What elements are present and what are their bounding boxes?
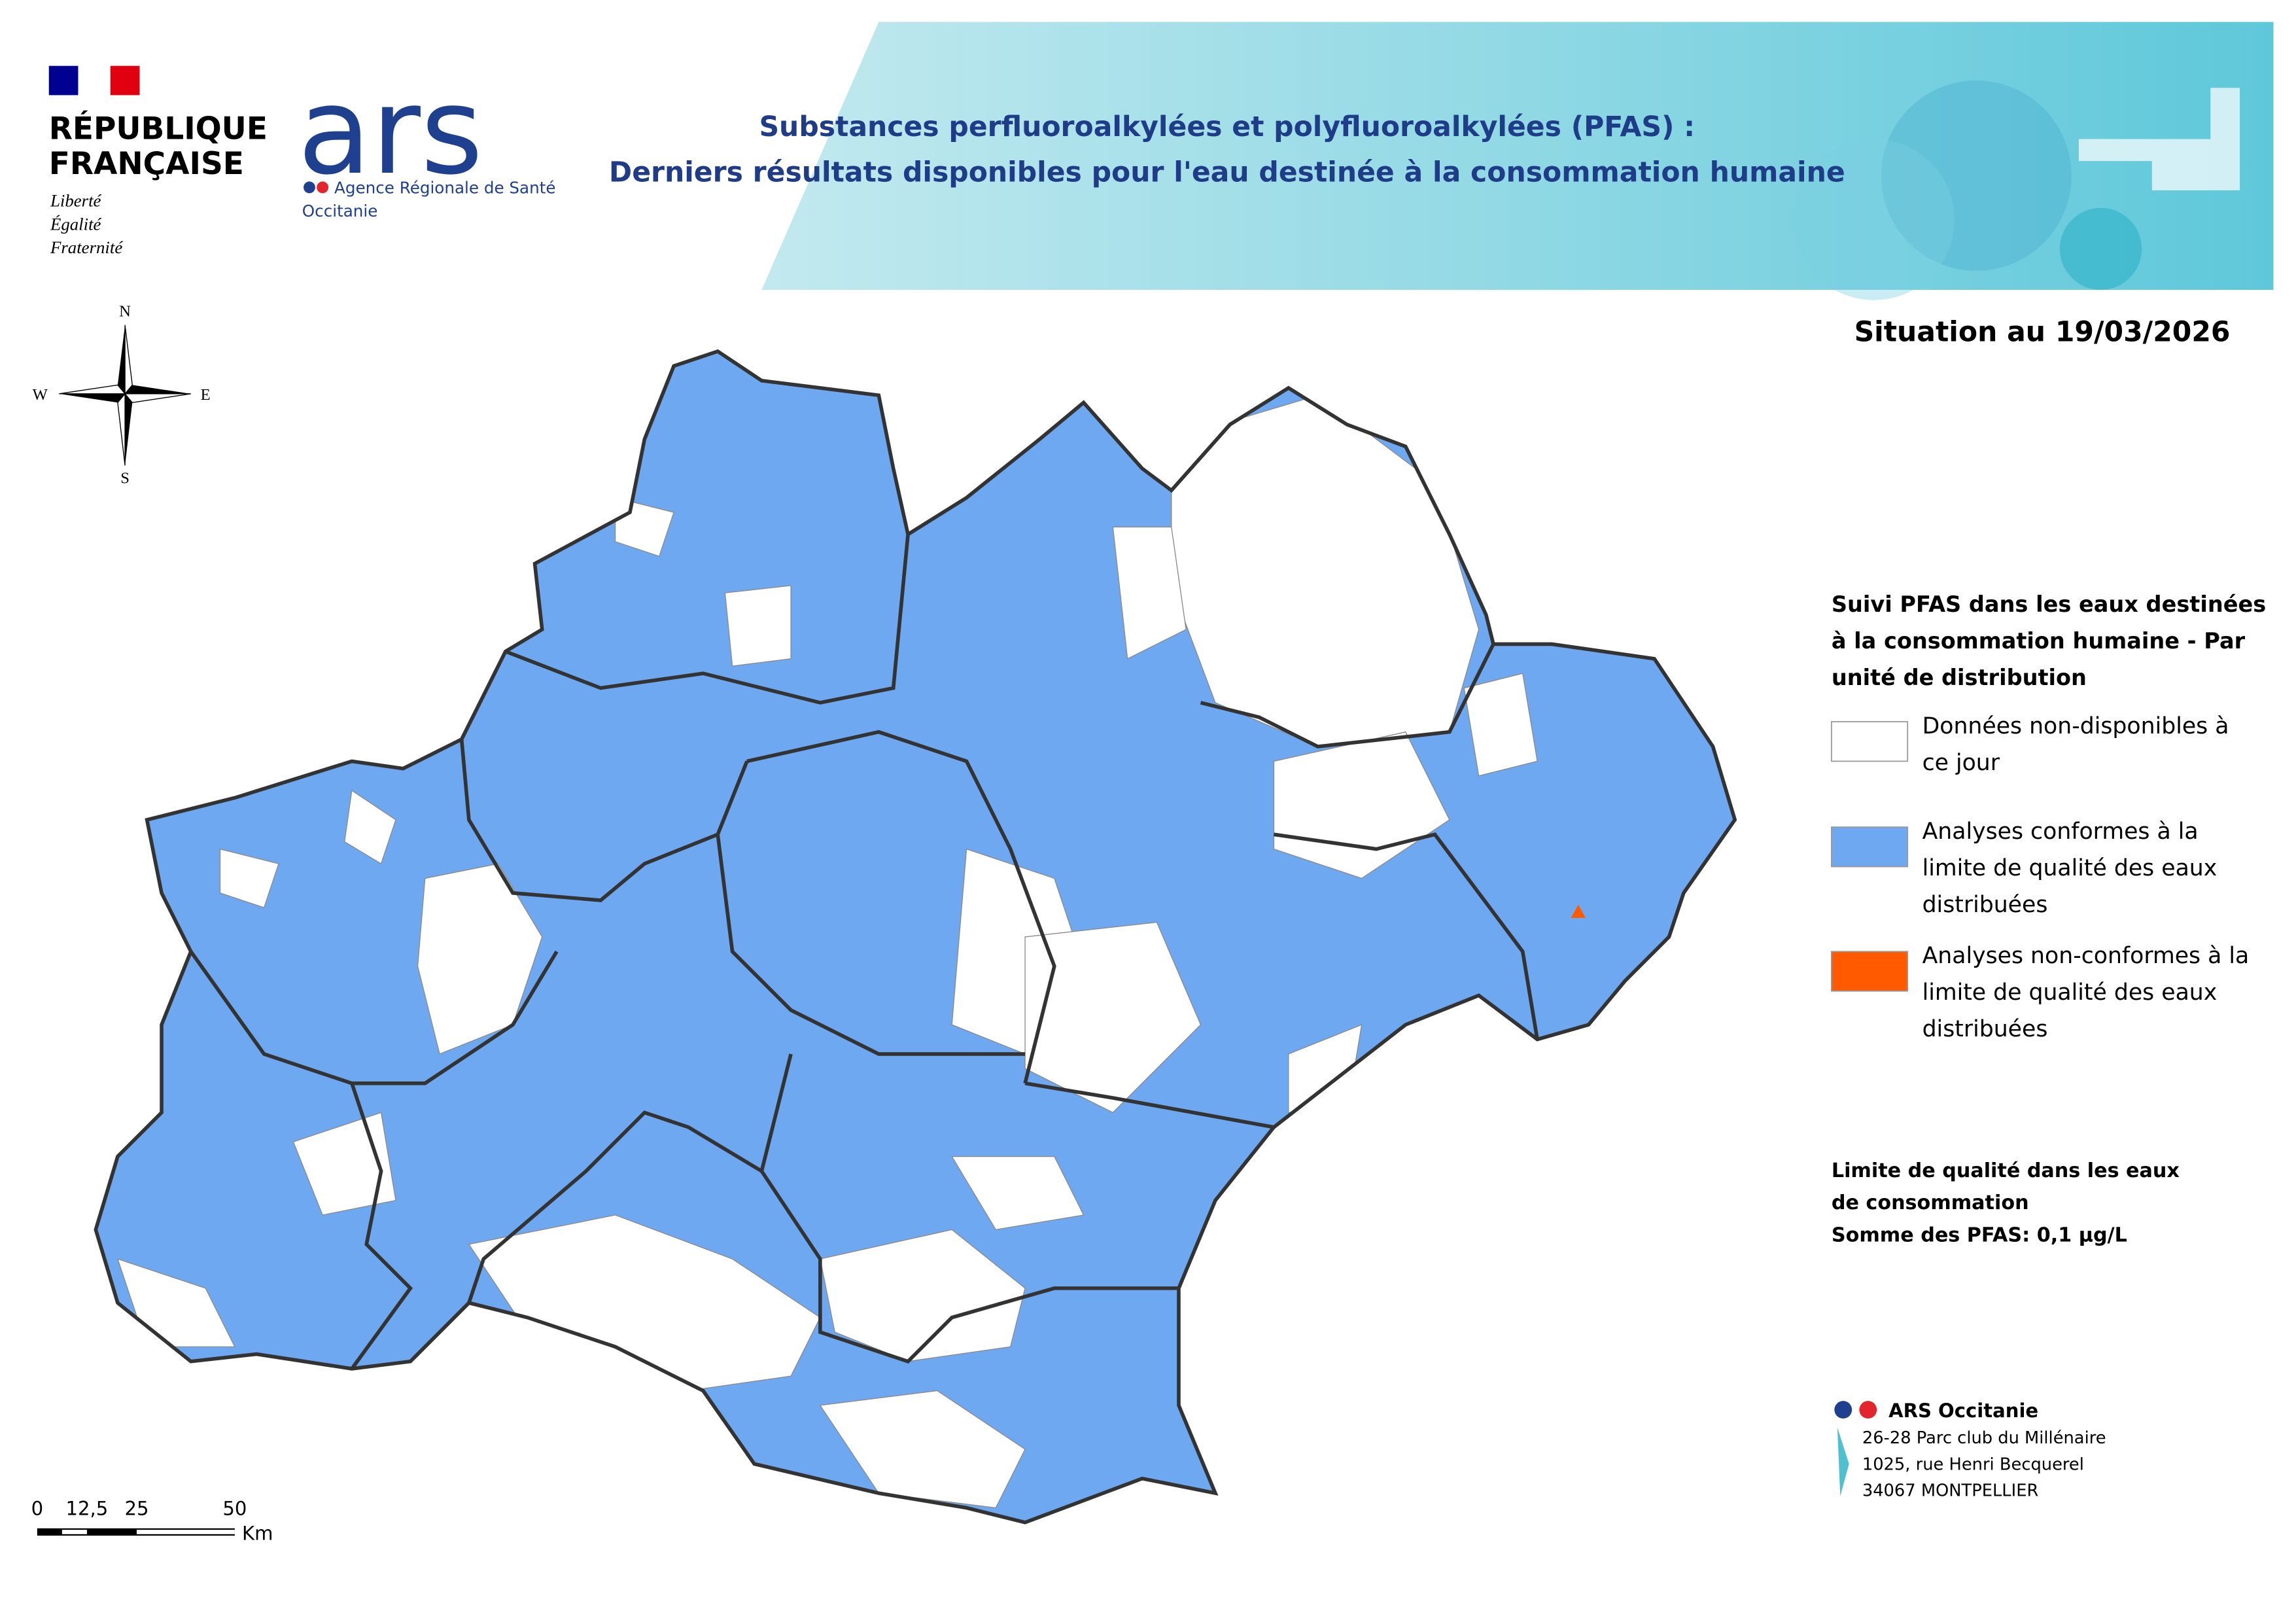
- legend-swatch: [1830, 951, 1909, 992]
- ars-region: Occitanie: [302, 202, 378, 220]
- legend-label: limite de qualité des eaux: [1922, 855, 2218, 881]
- white-zone: [219, 848, 279, 909]
- dept-border: [1200, 643, 1495, 749]
- compass-label: S: [120, 469, 130, 487]
- drop: [2059, 207, 2142, 290]
- logo-dot: [1859, 1401, 1877, 1419]
- dept-border: [189, 950, 559, 1085]
- dept-border: [716, 834, 1026, 1056]
- dept-border: [759, 1053, 1179, 1364]
- flag-red: [110, 65, 140, 96]
- legend-label: Données non-disponibles à: [1922, 713, 2229, 739]
- scale-segment: [37, 1528, 235, 1536]
- scale-segment: [136, 1530, 235, 1534]
- legend: Suivi PFAS dans les eaux destinées à la …: [1830, 591, 2266, 1042]
- scale-label: 0: [31, 1498, 44, 1520]
- title-line: Substances perfluoroalkylées et polyfluo…: [759, 111, 1695, 143]
- dept-border: [350, 1082, 413, 1370]
- compass-label: W: [33, 386, 48, 404]
- quality-limit: de consommation: [1832, 1191, 2029, 1214]
- white-zone: [1463, 673, 1538, 777]
- legend-label: distribuées: [1922, 1016, 2048, 1042]
- scale-segment: [61, 1530, 87, 1534]
- dept-border: [746, 730, 1056, 1084]
- header-white: [27, 22, 879, 290]
- republic-line: FRANÇAISE: [49, 146, 244, 182]
- situation-date: Situation au 19/03/2026: [1854, 316, 2231, 348]
- non-compliant-unit: [1571, 904, 1586, 918]
- legend-label: limite de qualité des eaux: [1922, 979, 2218, 1006]
- legend-swatch: [1830, 721, 1909, 762]
- drop: [1793, 139, 1955, 300]
- title-line: Derniers résultats disponibles pour l'ea…: [609, 156, 1845, 188]
- department-borders: [96, 351, 1735, 1523]
- address-line: 34067 MONTPELLIER: [1862, 1481, 2039, 1501]
- ars-logo: ars: [298, 62, 483, 202]
- flag-white: [78, 65, 111, 96]
- compass-star-light: [59, 325, 191, 466]
- white-zone: [820, 1229, 1026, 1362]
- legend-title: unité de distribution: [1832, 665, 2087, 690]
- white-zone: [724, 585, 791, 667]
- legend-label: Analyses non-conformes à la: [1922, 943, 2250, 969]
- drop: [1881, 80, 2072, 271]
- legend-items: Données non-disponibles à ce jour Analyses…: [1830, 713, 2250, 1042]
- compass-label: N: [119, 302, 131, 320]
- motto: Égalité: [50, 214, 102, 234]
- republic-line: RÉPUBLIQUE: [49, 111, 268, 147]
- legend-label: distribuées: [1922, 892, 2048, 918]
- scale-bar: 0 12,5 25 50 Km: [31, 1498, 273, 1545]
- quality-limit: Limite de qualité dans les eaux: [1832, 1159, 2180, 1182]
- legend-title: Suivi PFAS dans les eaux destinées: [1832, 591, 2266, 617]
- address-line: 26-28 Parc club du Millénaire: [1862, 1428, 2106, 1448]
- dept-border: [1274, 832, 1539, 1040]
- dept-border: [504, 534, 910, 705]
- dept-border: [1024, 1081, 1274, 1129]
- compass: N W E S: [33, 302, 211, 487]
- scale-label: 12,5: [66, 1498, 109, 1520]
- logo-dot: [1834, 1401, 1852, 1419]
- motto: Liberté: [50, 190, 102, 210]
- address-mark: [1837, 1427, 1849, 1496]
- quality-limit: Somme des PFAS: 0,1 µg/L: [1832, 1224, 2127, 1246]
- scale-unit: Km: [242, 1523, 273, 1545]
- legend-label: ce jour: [1922, 750, 2000, 776]
- white-zone: [1024, 921, 1202, 1114]
- legend-title: à la consommation humaine - Par: [1832, 628, 2246, 654]
- white-zone: [951, 1155, 1085, 1231]
- scale-label: 50: [222, 1498, 247, 1520]
- legend-label: Analyses conformes à la: [1922, 819, 2199, 845]
- flag-blue: [48, 65, 78, 96]
- white-zone: [819, 1390, 1026, 1509]
- dept-border: [467, 1110, 763, 1304]
- white-zone: [1171, 395, 1480, 747]
- ars-agency: Agence Régionale de Santé: [334, 178, 556, 197]
- scale-label: 25: [124, 1498, 148, 1520]
- compass-label: E: [201, 386, 211, 404]
- header: RÉPUBLIQUE FRANÇAISE Liberté Égalité Fra…: [27, 22, 2274, 300]
- motto: Fraternité: [50, 238, 123, 257]
- address-name: ARS Occitanie: [1888, 1400, 2038, 1422]
- legend-swatch: [1830, 826, 1909, 868]
- region-map: [96, 351, 1735, 1523]
- white-zone: [1112, 526, 1187, 660]
- address: ARS Occitanie 26-28 Parc club du Milléna…: [1834, 1400, 2106, 1501]
- address-line: 1025, rue Henri Becquerel: [1862, 1455, 2084, 1474]
- logo-dot: [317, 181, 329, 194]
- logo-dot: [304, 181, 315, 194]
- white-zone: [343, 790, 396, 865]
- tap: [2078, 88, 2240, 190]
